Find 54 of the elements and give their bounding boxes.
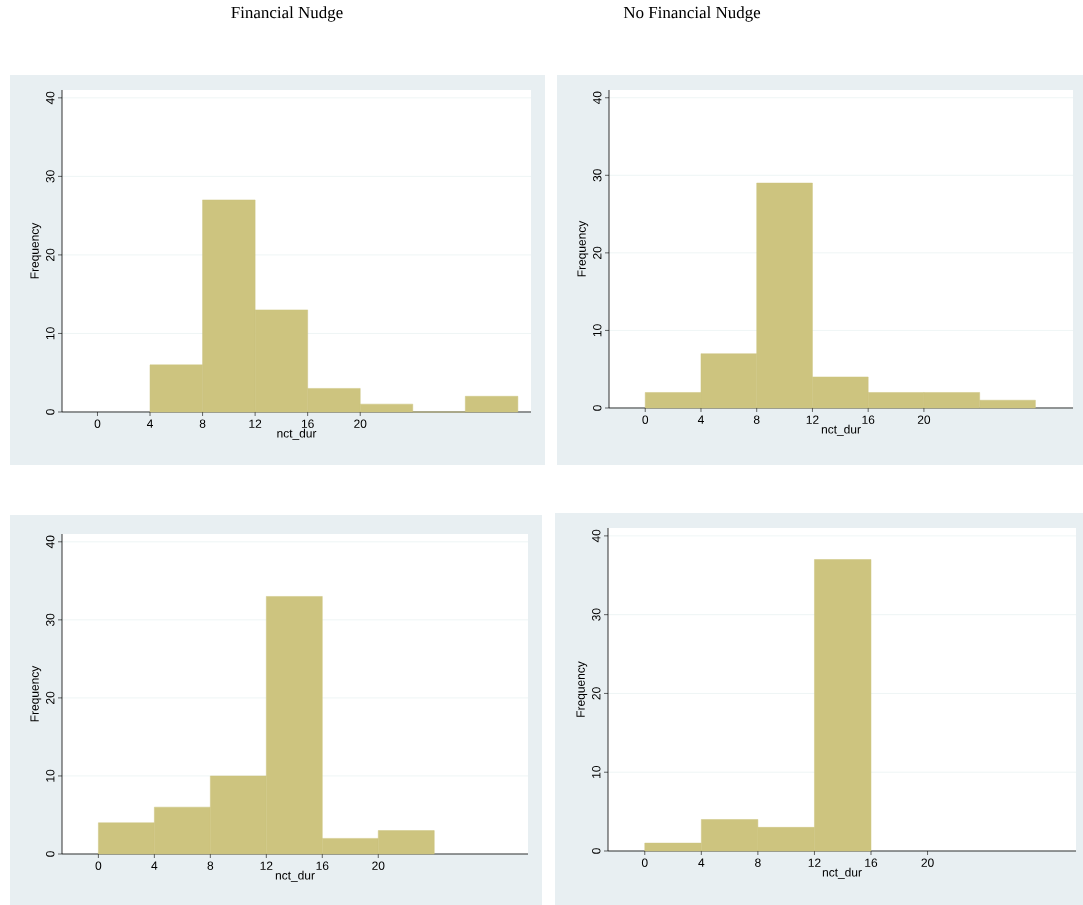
x-tick-label: 12 (260, 861, 273, 870)
y-tick-label: 10 (46, 769, 55, 782)
y-tick-label: 20 (46, 248, 55, 261)
y-tick-label: 30 (593, 169, 602, 182)
y-tick-label: 0 (593, 405, 602, 411)
y-tick-label: 40 (46, 91, 55, 105)
chart-title: Financial Nudge (231, 6, 343, 22)
x-axis-title: nct_dur (821, 424, 861, 436)
x-tick-label: 8 (207, 861, 214, 870)
y-tick-label: 30 (46, 170, 55, 183)
chart-title: No Financial Nudge (623, 6, 761, 22)
y-tick-label: 20 (592, 687, 601, 700)
y-tick-label: 10 (593, 324, 602, 337)
x-tick-label: 8 (753, 415, 760, 424)
y-tick-label: 20 (46, 691, 55, 704)
y-tick-label: 10 (46, 327, 55, 340)
x-tick-label: 16 (316, 861, 329, 870)
x-tick-label: 4 (146, 419, 153, 428)
y-tick-label: 40 (593, 91, 602, 105)
x-tick-label: 0 (642, 415, 649, 424)
y-tick-label: 40 (46, 535, 55, 549)
x-tick-label: 12 (249, 419, 262, 428)
y-axis-title: Frequency (30, 665, 42, 722)
x-axis-title: nct_dur (275, 870, 315, 882)
x-tick-label: 4 (698, 858, 705, 867)
y-axis-title: Frequency (577, 220, 589, 277)
y-tick-label: 0 (46, 409, 55, 415)
x-tick-label: 16 (301, 419, 314, 428)
x-tick-label: 12 (806, 415, 819, 424)
x-tick-label: 8 (199, 419, 206, 428)
y-tick-label: 0 (46, 851, 55, 857)
x-tick-label: 20 (372, 861, 385, 870)
y-tick-label: 0 (592, 848, 601, 854)
y-tick-label: 30 (46, 613, 55, 627)
x-tick-label: 20 (917, 415, 931, 424)
x-tick-label: 8 (755, 858, 761, 867)
y-axis-title: Frequency (30, 222, 42, 279)
x-tick-label: 16 (862, 415, 875, 424)
y-axis-title: Frequency (576, 661, 588, 717)
y-tick-label: 20 (593, 246, 602, 259)
x-tick-label: 20 (354, 419, 367, 428)
x-axis-title: nct_dur (822, 867, 862, 879)
x-tick-label: 20 (921, 858, 934, 867)
x-tick-label: 4 (697, 415, 704, 424)
x-tick-label: 0 (95, 861, 102, 870)
x-tick-label: 0 (641, 858, 648, 867)
x-tick-label: 0 (94, 419, 101, 428)
x-tick-label: 4 (151, 861, 158, 870)
x-tick-label: 12 (808, 858, 821, 867)
y-tick-label: 40 (592, 529, 601, 543)
y-tick-label: 30 (592, 608, 601, 621)
y-tick-label: 10 (592, 766, 601, 778)
x-axis-title: nct_dur (277, 428, 317, 440)
x-tick-label: 16 (865, 858, 878, 867)
